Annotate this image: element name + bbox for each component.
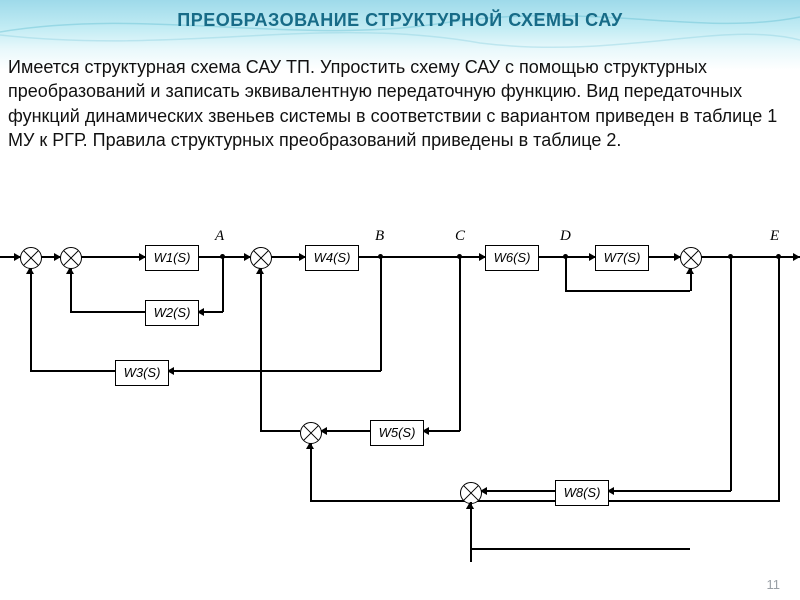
block-w2: W2(S) [145,300,199,326]
page-title: ПРЕОБРАЗОВАНИЕ СТРУКТУРНОЙ СХЕМЫ САУ [0,10,800,31]
summer-5 [300,422,322,444]
block-w3: W3(S) [115,360,169,386]
problem-text: Имеется структурная схема САУ ТП. Упрост… [8,55,792,152]
block-diagram: W1(S) W2(S) W3(S) W4(S) W5(S) W6(S) W7(S… [0,225,800,570]
summer-1 [20,247,42,269]
block-w4: W4(S) [305,245,359,271]
block-w6: W6(S) [485,245,539,271]
summer-3 [250,247,272,269]
point-d: D [560,228,571,245]
page-number: 11 [767,577,781,592]
block-w8: W8(S) [555,480,609,506]
summer-6 [460,482,482,504]
point-c: C [455,228,465,245]
block-w1: W1(S) [145,245,199,271]
point-b: B [375,228,384,245]
point-a: A [215,228,224,245]
block-w5: W5(S) [370,420,424,446]
summer-2 [60,247,82,269]
point-e: E [770,228,779,245]
summer-4 [680,247,702,269]
block-w7: W7(S) [595,245,649,271]
